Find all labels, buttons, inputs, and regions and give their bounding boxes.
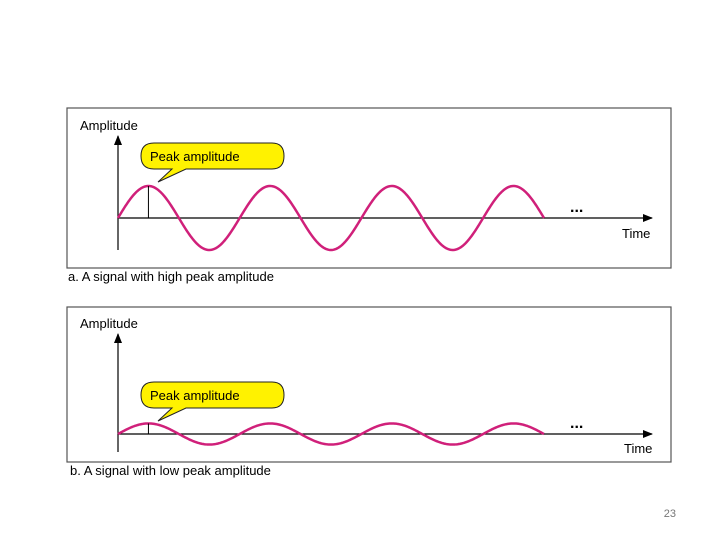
panel-a-x-axis-label: Time [622,226,650,241]
panel-a-y-axis-label: Amplitude [80,118,138,133]
panel-b-callout-bubble [140,381,285,422]
panel-b-x-axis-label: Time [624,441,652,456]
panel-b-peak-callout: Peak amplitude [140,381,285,422]
panel-b-signal-wave [117,422,545,446]
panel-b: Amplitude Time Peak amplitude ... [66,306,672,463]
panel-a-continuation-dots: ... [570,199,583,216]
panel-a-callout-bubble [140,142,285,183]
panel-b-callout-label: Peak amplitude [150,388,240,403]
panel-a-callout-label: Peak amplitude [150,149,240,164]
panel-a-peak-callout: Peak amplitude [140,142,285,183]
panel-a-frame [66,107,672,269]
panel-a-signal-wave [116,184,546,252]
page-number: 23 [663,508,676,520]
panel-a: Amplitude Time Peak amplitude ... [66,107,672,269]
panel-b-caption: b. A signal with low peak amplitude [70,463,271,478]
panel-a-caption: a. A signal with high peak amplitude [68,269,274,284]
panel-b-continuation-dots: ... [570,415,583,432]
panel-b-y-axis-label: Amplitude [80,316,138,331]
